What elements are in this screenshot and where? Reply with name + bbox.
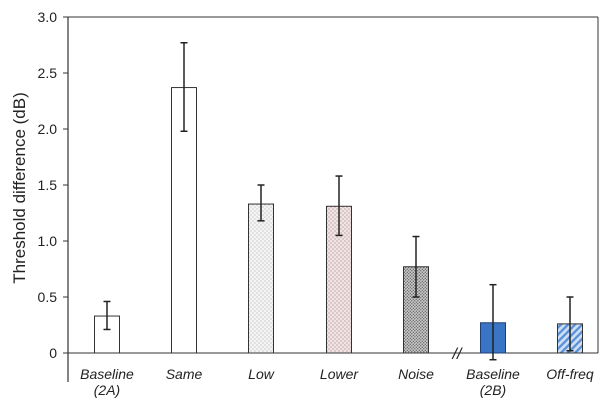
bar-low xyxy=(248,203,274,354)
y-tick-label: 2.5 xyxy=(38,65,58,81)
category-label-baseline-2a: (2A) xyxy=(94,382,120,398)
category-labels: Baseline(2A)Same Low Lower Noise Baseline(2B… xyxy=(80,366,594,398)
y-tick-label: 1.5 xyxy=(38,177,58,193)
y-axis-label: Threshold difference (dB) xyxy=(10,92,29,284)
category-label-noise: Noise xyxy=(398,366,434,382)
category-label-lower: Lower xyxy=(320,366,359,382)
category-label-same: Same xyxy=(166,366,203,382)
category-label-low: Low xyxy=(248,366,275,382)
category-label-baseline-2b: (2B) xyxy=(480,382,506,398)
y-tick-label: 0 xyxy=(49,345,57,361)
axis-break-marker: // xyxy=(452,346,463,363)
category-label-baseline-2a: Baseline xyxy=(80,366,134,382)
y-tick-label: 3.0 xyxy=(38,9,58,25)
y-tick-label: 1.0 xyxy=(38,233,58,249)
bars xyxy=(94,42,583,361)
y-tick-label: 2.0 xyxy=(38,121,58,137)
y-tick-label: 0.5 xyxy=(38,289,58,305)
axes: 0 0.5 1.0 1.5 2.0 2.5 3.0 // xyxy=(38,9,599,382)
category-label-baseline-2b: Baseline xyxy=(466,366,520,382)
category-label-off-freq: Off-freq xyxy=(546,366,594,382)
